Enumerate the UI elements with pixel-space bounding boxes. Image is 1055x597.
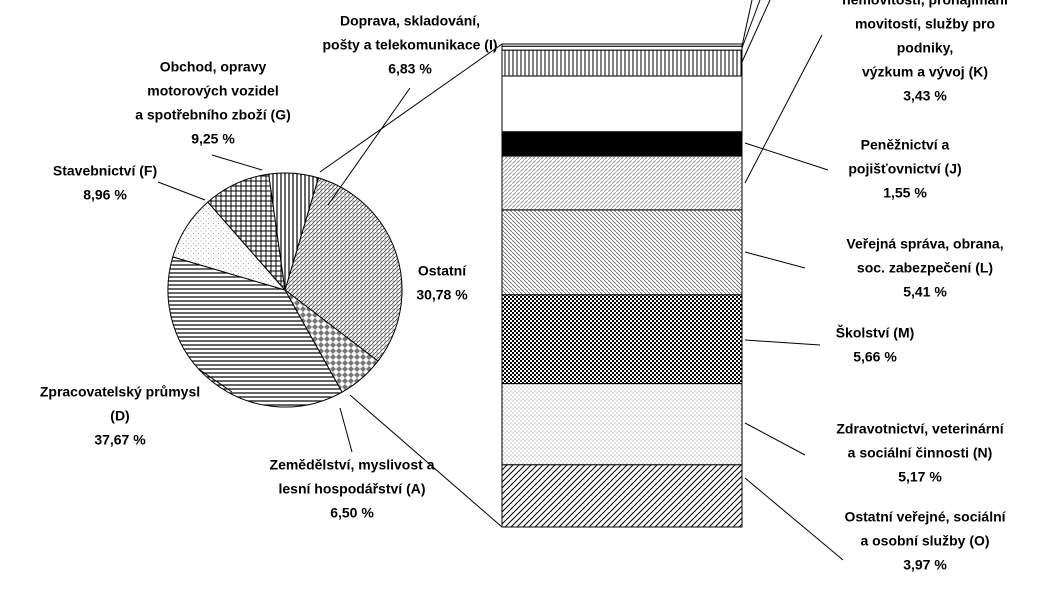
bar-segment	[501, 49, 743, 77]
pie-slice	[284, 177, 403, 362]
data-label: Zpracovatelský průmysl	[40, 384, 200, 400]
bar-segment	[501, 131, 743, 157]
leader-line	[744, 339, 821, 346]
data-label: lesní hospodářství (A)	[278, 481, 425, 497]
data-label: a osobní služby (O)	[860, 533, 989, 549]
data-label: Obchod, opravy	[160, 59, 267, 75]
bar-segment	[501, 383, 743, 466]
bar-segment	[501, 464, 743, 528]
value-label: 30,78 %	[416, 287, 468, 303]
pie-slice	[167, 256, 343, 408]
bar-segment	[501, 43, 743, 47]
data-label: podniky,	[897, 40, 954, 56]
data-label: Školství (M)	[836, 324, 915, 341]
data-label: Veřejná správa, obrana,	[846, 236, 1003, 252]
value-label: 8,96 %	[83, 187, 127, 203]
bar-segment	[501, 294, 743, 385]
data-label: Doprava, skladování,	[340, 13, 480, 29]
bar-segment	[501, 75, 743, 133]
value-label: 5,17 %	[898, 469, 942, 485]
value-label: 5,66 %	[853, 349, 897, 365]
data-label: motorových vozidel	[147, 83, 278, 99]
data-label: nemovitostí, pronajímání	[842, 0, 1009, 8]
leader-line	[327, 87, 411, 206]
leader-line	[744, 34, 823, 184]
bar-segment	[501, 45, 743, 51]
data-label: pošty a telekomunikace (I)	[322, 37, 497, 53]
leader-line	[744, 142, 829, 171]
data-label: Peněžnictví a	[861, 137, 950, 153]
data-label: Ostatní	[418, 263, 467, 279]
data-label: movitostí, služby pro	[855, 16, 995, 32]
value-label: 3,43 %	[903, 88, 947, 104]
pie-slice	[268, 172, 320, 291]
value-label: 3,97 %	[903, 557, 947, 573]
data-label: Ostatní veřejné, sociální	[844, 509, 1006, 525]
data-label: pojišťovnictví (J)	[848, 161, 961, 177]
data-label: a sociální činnosti (N)	[848, 445, 993, 461]
leader-line	[744, 251, 806, 269]
value-label: 1,55 %	[883, 185, 927, 201]
data-label: Zemědělství, myslivost a	[270, 457, 435, 473]
leader-line	[157, 181, 206, 201]
data-label: (D)	[110, 408, 129, 424]
value-label: 37,67 %	[94, 432, 146, 448]
data-label: soc. zabezpečení (L)	[857, 260, 993, 276]
leader-line	[339, 407, 353, 453]
leader-line	[211, 154, 263, 171]
connector-lines	[319, 0, 771, 528]
data-label: výzkum a vývoj (K)	[862, 64, 988, 80]
value-label: 9,25 %	[191, 131, 235, 147]
leader-line	[744, 477, 844, 561]
bar-segment	[501, 155, 743, 211]
leader-line	[744, 422, 806, 456]
data-label: a spotřebního zboží (G)	[135, 107, 291, 123]
value-label: 6,83 %	[388, 61, 432, 77]
data-label: Zdravotnictví, veterinární	[836, 421, 1004, 437]
leader-line	[199, 369, 233, 393]
value-label: 5,41 %	[903, 284, 947, 300]
data-label: Stavebnictví (F)	[53, 163, 157, 179]
value-label: 6,50 %	[330, 505, 374, 521]
bar-segment	[501, 209, 743, 296]
